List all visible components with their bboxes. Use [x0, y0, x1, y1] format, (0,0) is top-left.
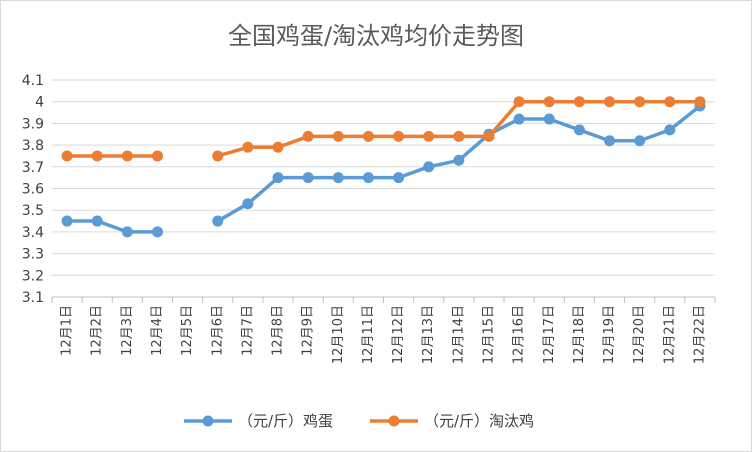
series-2: [61, 96, 706, 162]
legend-item-2: （元/斤）淘汰鸡: [370, 412, 534, 430]
x-tick-label: 12月19日: [602, 305, 617, 364]
data-point: [423, 130, 435, 142]
x-tick-label: 12月7日: [240, 305, 255, 356]
y-tick-label: 4.1: [22, 73, 44, 89]
data-point: [362, 172, 374, 184]
x-tick-label: 12月10日: [331, 305, 346, 364]
data-point: [272, 141, 284, 153]
series-1: [61, 100, 706, 238]
data-point: [302, 130, 314, 142]
legend-label: （元/斤）淘汰鸡: [424, 412, 534, 430]
x-tick-label: 12月16日: [512, 305, 527, 364]
x-tick-label: 12月15日: [481, 305, 496, 364]
data-point: [242, 141, 254, 153]
x-tick-label: 12月18日: [572, 305, 587, 364]
x-tick-label: 12月20日: [632, 305, 647, 364]
x-tick-label: 12月9日: [301, 305, 316, 356]
y-tick-label: 3.8: [22, 138, 44, 154]
y-tick-label: 3.2: [22, 268, 44, 284]
y-tick-label: 3.3: [22, 247, 44, 263]
data-point: [91, 215, 103, 227]
legend-label: （元/斤）鸡蛋: [238, 412, 333, 430]
data-point: [151, 150, 163, 162]
data-point: [332, 130, 344, 142]
legend-item-1: （元/斤）鸡蛋: [184, 412, 333, 430]
data-point: [362, 130, 374, 142]
data-point: [604, 135, 616, 147]
legend: （元/斤）鸡蛋 （元/斤）淘汰鸡: [184, 412, 534, 430]
data-point: [634, 96, 646, 108]
data-point: [573, 96, 585, 108]
y-tick-label: 3.4: [22, 225, 44, 241]
gridlines: [51, 79, 716, 303]
data-point: [242, 198, 254, 210]
data-point: [453, 154, 465, 166]
data-point: [212, 150, 224, 162]
data-point: [513, 96, 525, 108]
data-point: [393, 130, 405, 142]
series-layer: [61, 96, 706, 238]
data-point: [573, 124, 585, 136]
legend-marker: [388, 415, 400, 427]
x-tick-label: 12月13日: [421, 305, 436, 364]
data-point: [272, 172, 284, 184]
y-tick-label: 3.6: [22, 182, 44, 198]
x-tick-label: 12月21日: [662, 305, 677, 364]
series-line: [67, 219, 158, 234]
data-point: [121, 150, 133, 162]
y-tick-label: 3.5: [22, 203, 44, 219]
x-tick-label: 12月3日: [120, 305, 135, 356]
y-tick-label: 3.9: [22, 116, 44, 132]
data-point: [151, 226, 163, 238]
data-point: [543, 96, 555, 108]
x-tick-label: 12月8日: [271, 305, 286, 356]
data-point: [61, 150, 73, 162]
x-tick-label: 12月12日: [391, 305, 406, 364]
data-point: [604, 96, 616, 108]
data-point: [664, 96, 676, 108]
y-tick-label: 3.7: [22, 160, 44, 176]
x-tick-label: 12月4日: [150, 305, 165, 356]
x-axis-ticks: 12月1日 12月2日 12月3日 12月4日 12月5日 12月6日 12月7日 12月8日…: [60, 305, 708, 364]
data-point: [302, 172, 314, 184]
data-point: [483, 130, 495, 142]
x-tick-label: 12月5日: [180, 305, 195, 356]
x-tick-label: 12月14日: [451, 305, 466, 364]
x-tick-label: 12月22日: [692, 305, 707, 364]
y-tick-label: 4: [35, 95, 44, 111]
x-tick-label: 12月11日: [361, 305, 376, 364]
data-point: [694, 96, 706, 108]
x-tick-label: 12月2日: [90, 305, 105, 356]
data-point: [393, 172, 405, 184]
data-point: [543, 113, 555, 125]
x-tick-label: 12月17日: [542, 305, 557, 364]
y-axis-ticks: 3.1 3.2 3.3 3.4 3.5 3.6 3.7 3.8 3.9 4 4.1: [22, 73, 44, 306]
data-point: [91, 150, 103, 162]
data-point: [61, 215, 73, 227]
data-point: [513, 113, 525, 125]
x-tick-label: 12月6日: [210, 305, 225, 356]
legend-marker: [202, 415, 214, 427]
x-tick-label: 12月1日: [60, 305, 75, 356]
data-point: [453, 130, 465, 142]
data-point: [634, 135, 646, 147]
data-point: [212, 215, 224, 227]
data-point: [664, 124, 676, 136]
y-tick-label: 3.1: [22, 290, 44, 306]
chart-title: 全国鸡蛋/淘汰鸡均价走势图: [228, 22, 524, 50]
data-point: [423, 161, 435, 173]
data-point: [121, 226, 133, 238]
data-point: [332, 172, 344, 184]
